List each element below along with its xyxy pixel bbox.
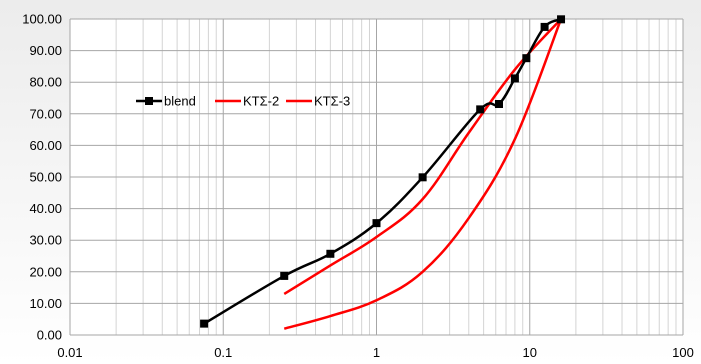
y-tick-label: 80.00 — [29, 75, 62, 90]
x-tick-label: 0.01 — [57, 345, 82, 360]
series-line-kts-3 — [283, 18, 563, 330]
data-point-blend — [522, 54, 531, 63]
data-point-blend — [476, 105, 485, 114]
x-tick-label: 1 — [373, 345, 380, 360]
y-tick-label: 50.00 — [29, 170, 62, 185]
series-line-blend — [203, 18, 562, 325]
y-tick-label: 40.00 — [29, 201, 62, 216]
data-point-blend — [418, 173, 427, 182]
y-tick-label: 60.00 — [29, 138, 62, 153]
data-point-blend — [557, 15, 566, 24]
y-tick-label: 70.00 — [29, 106, 62, 121]
x-axis-tick-labels: 0.01 0.1 1 10 100 — [57, 345, 694, 360]
data-point-blend — [510, 74, 519, 83]
data-point-blend — [494, 100, 503, 109]
x-tick-label: 10 — [523, 345, 537, 360]
data-point-blend — [372, 219, 381, 228]
x-tick-label: 0.1 — [214, 345, 232, 360]
data-point-blend — [280, 271, 289, 280]
y-tick-label: 100.00 — [22, 12, 62, 27]
y-tick-label: 90.00 — [29, 43, 62, 58]
y-tick-label: 0.00 — [37, 328, 62, 343]
y-tick-label: 20.00 — [29, 264, 62, 279]
data-point-blend — [540, 22, 549, 31]
y-axis-tick-labels: 0.00 10.00 20.00 30.00 40.00 50.00 60.00 70.00 8… — [22, 12, 62, 343]
legend-label-kts-2: ΚΤΣ-2 — [243, 94, 279, 109]
legend-label-blend: blend — [164, 94, 196, 109]
series-line-kts-2 — [283, 18, 562, 295]
major-gridlines — [69, 18, 684, 336]
data-point-blend — [326, 249, 335, 258]
data-point-blend — [200, 319, 209, 328]
legend: blend ΚΤΣ-2 ΚΤΣ-3 — [136, 94, 350, 109]
series-lines — [200, 15, 566, 330]
legend-marker-blend — [145, 97, 153, 105]
y-tick-label: 30.00 — [29, 233, 62, 248]
legend-label-kts-3: ΚΤΣ-3 — [314, 94, 350, 109]
y-tick-label: 10.00 — [29, 296, 62, 311]
x-tick-label: 100 — [672, 345, 694, 360]
